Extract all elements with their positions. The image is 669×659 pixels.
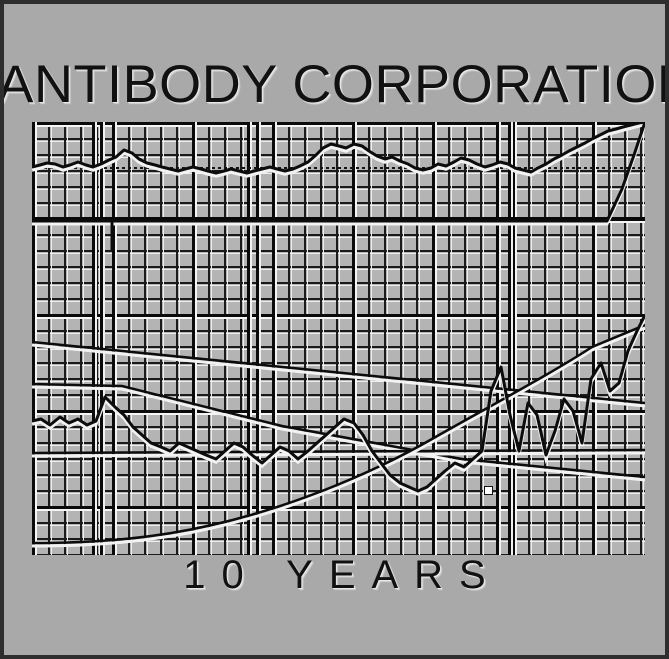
middle-flat-series-shadow (32, 123, 645, 226)
white-square-marker (485, 487, 492, 494)
event-rule-5 (496, 122, 499, 555)
grid-major-lines (32, 122, 645, 555)
rising-support-curve (32, 323, 645, 545)
rising-support-curve-shadow (32, 326, 645, 548)
event-rule-2 (100, 122, 103, 555)
declining-trend-upper-shadow (32, 343, 645, 408)
page-title: ANTIBODY CORPORATION (0, 55, 669, 114)
declining-trend-lower-shadow (32, 385, 645, 482)
middle-flat-series (32, 122, 645, 223)
lower-volatile-series (32, 314, 645, 493)
chart-plot-area (32, 122, 645, 555)
upper-jagged-series (32, 122, 645, 175)
upper-jagged-series-shadow (32, 122, 645, 178)
declining-trend-lower (32, 382, 645, 479)
flat-resistance-line-shadow (32, 451, 645, 458)
event-rule-3 (247, 122, 250, 555)
chart-series-layer (32, 122, 645, 548)
event-rule-1 (92, 122, 95, 555)
event-rule-6 (508, 122, 511, 555)
declining-trend-upper (32, 340, 645, 405)
event-rule-4 (256, 122, 259, 555)
footer-label: 10 YEARS (183, 553, 502, 597)
